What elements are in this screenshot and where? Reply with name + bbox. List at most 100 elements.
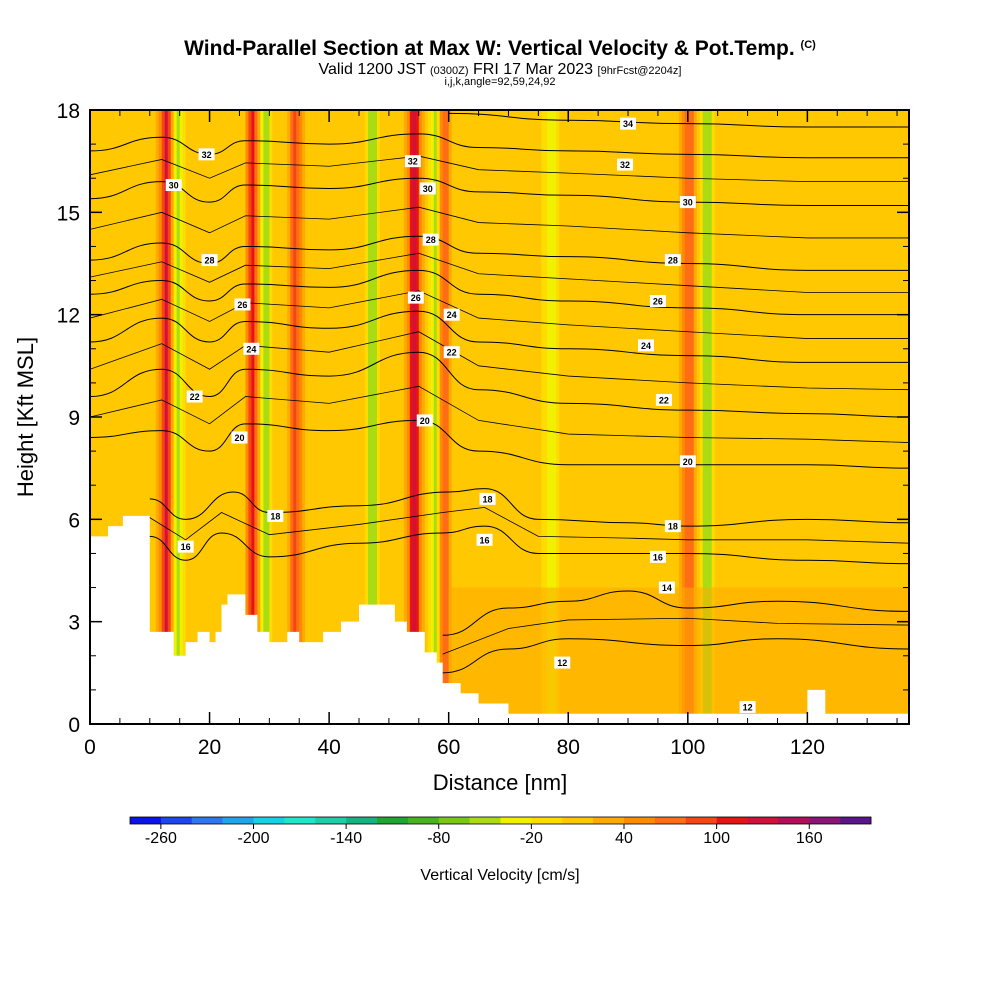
valid-date: FRI 17 Mar 2023	[473, 61, 594, 78]
field-column	[864, 110, 868, 724]
field-column	[161, 110, 166, 724]
colorbar-tick-label: -140	[330, 830, 362, 847]
field-column	[505, 110, 510, 724]
field-column	[738, 110, 743, 724]
field-column	[326, 110, 330, 724]
field-column	[720, 110, 725, 724]
contour-label-text: 30	[423, 184, 433, 194]
isentrope-18	[149, 488, 909, 527]
field-column	[233, 110, 238, 724]
field-column	[164, 110, 169, 724]
field-column	[547, 110, 551, 724]
field-column	[822, 110, 826, 724]
field-column	[768, 110, 773, 724]
field-column	[759, 110, 764, 724]
contour-label-text: 28	[205, 256, 215, 266]
field-column	[514, 110, 519, 724]
colorbar-swatch	[840, 817, 872, 824]
colorbar-swatch	[191, 817, 223, 824]
contour-label-text: 22	[190, 392, 200, 402]
contour-label-text: 12	[743, 702, 753, 712]
contour-label-text: 16	[653, 552, 663, 562]
contour-label-24: 24	[243, 342, 260, 355]
field-column	[478, 110, 483, 724]
colorbar-swatch	[222, 817, 254, 824]
field-column	[780, 110, 785, 724]
field-column	[167, 110, 172, 724]
field-column	[786, 110, 791, 724]
contour-label-18: 18	[479, 492, 496, 505]
field-column	[675, 110, 680, 724]
field-column	[364, 110, 369, 724]
field-column	[538, 110, 542, 724]
field-column	[248, 110, 253, 724]
field-column	[861, 110, 865, 724]
valid-zulu: (0300Z)	[430, 65, 469, 77]
terrain	[90, 515, 909, 724]
field-column	[436, 110, 441, 724]
colorbar-swatch	[809, 817, 841, 824]
contour-label-bg	[649, 295, 666, 308]
colorbar-swatch	[130, 817, 162, 824]
field-column	[466, 110, 471, 724]
field-column	[137, 110, 142, 724]
x-tick-label: 60	[437, 736, 460, 759]
colorbar-tick-label: -200	[237, 830, 269, 847]
field-column	[406, 110, 411, 724]
field-column	[508, 110, 513, 724]
y-tick-label: 6	[68, 509, 80, 532]
field-column	[837, 110, 841, 724]
field-column	[795, 110, 800, 724]
field-column	[657, 110, 662, 724]
field-column	[499, 110, 504, 724]
isentrope-34	[448, 112, 909, 128]
field-column	[110, 110, 115, 724]
field-column	[344, 110, 348, 724]
contour-label-text: 20	[683, 457, 693, 467]
field-column	[433, 110, 438, 724]
field-column	[753, 110, 758, 724]
x-tick-label: 40	[317, 736, 340, 759]
field-column	[158, 110, 163, 724]
field-column	[299, 110, 303, 724]
contour-label-bg	[186, 390, 203, 403]
field-column	[104, 110, 109, 724]
field-column	[338, 110, 342, 724]
field-column	[879, 110, 883, 724]
field-column	[278, 110, 282, 724]
field-column	[347, 110, 351, 724]
contour-label-text: 30	[169, 181, 179, 191]
field-column	[741, 110, 746, 724]
contour-label-text: 20	[234, 433, 244, 443]
field-column	[747, 110, 752, 724]
field-column	[448, 110, 453, 724]
contour-label-bg	[655, 393, 672, 406]
field-column	[541, 110, 545, 724]
field-column	[867, 110, 871, 724]
field-column	[122, 110, 127, 724]
contour-label-26: 26	[649, 295, 666, 308]
colorbar-swatch	[377, 817, 409, 824]
field-column	[645, 110, 650, 724]
field-column	[783, 110, 788, 724]
field-column	[305, 110, 309, 724]
field-column	[511, 110, 516, 724]
field-column	[116, 110, 121, 724]
isentrope-intermediate	[90, 290, 909, 339]
x-axis-title: Distance [nm]	[433, 770, 568, 795]
field-column	[583, 110, 587, 724]
isentrope-intermediate	[149, 506, 909, 544]
field-column	[496, 110, 501, 724]
chart-title-text: Wind-Parallel Section at Max W: Vertical…	[184, 37, 795, 60]
isentrope-12	[442, 638, 909, 674]
field-column	[789, 110, 794, 724]
field-column	[302, 110, 306, 724]
field-column	[152, 110, 157, 724]
field-column	[173, 110, 178, 724]
field-column	[388, 110, 393, 724]
field-column	[735, 110, 740, 724]
field-column	[870, 110, 874, 724]
field-column	[502, 110, 507, 724]
contour-label-text: 14	[662, 583, 672, 593]
isentrope-intermediate	[90, 252, 909, 293]
